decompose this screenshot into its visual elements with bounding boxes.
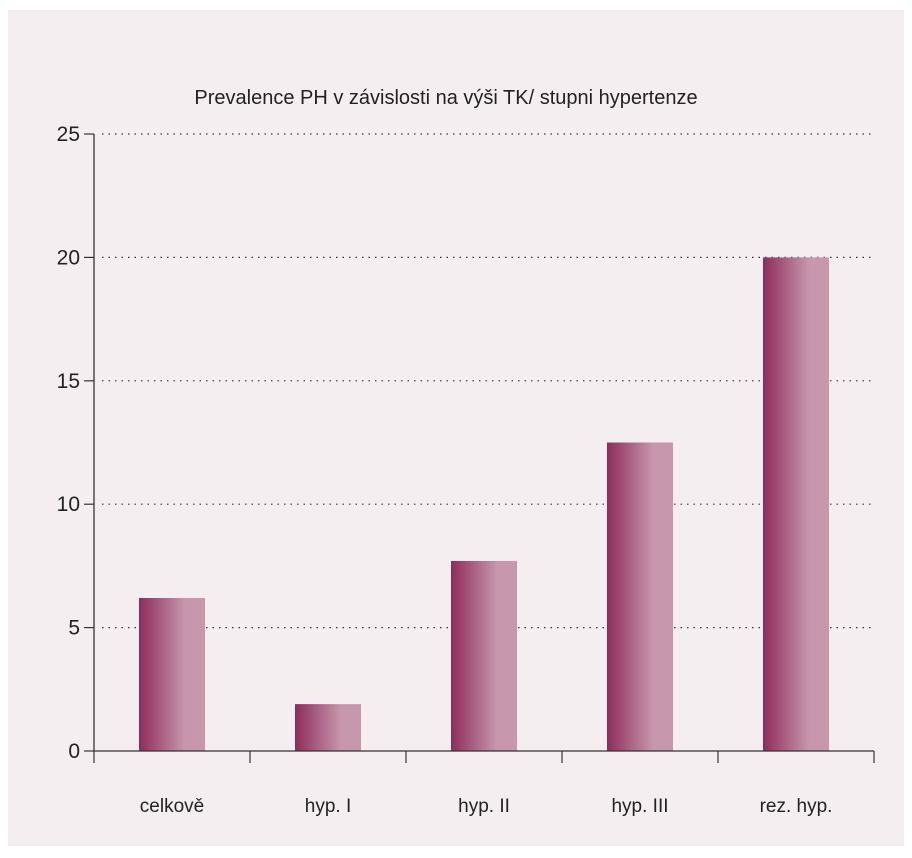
y-tick-label-15: 15 xyxy=(57,370,80,393)
x-tick-label-1: celkově xyxy=(140,796,204,817)
y-tick-label-0: 0 xyxy=(68,740,80,763)
tick-labels: 0 5 10 15 20 25 celkově hyp. I hyp. II hyp. III re… xyxy=(57,123,833,817)
y-tick-label-25: 25 xyxy=(57,123,80,146)
y-tick-label-10: 10 xyxy=(57,493,80,516)
gridlines xyxy=(102,133,874,629)
bar-3 xyxy=(451,560,517,751)
axes xyxy=(84,133,875,763)
x-tick-label-3: hyp. II xyxy=(458,796,510,817)
bar-4 xyxy=(607,442,673,751)
x-tick-label-5: rez. hyp. xyxy=(760,796,833,817)
bar-5 xyxy=(763,257,829,751)
chart-title: Prevalence PH v závislosti na výši TK/ s… xyxy=(194,87,697,109)
y-tick-label-20: 20 xyxy=(57,246,80,269)
x-tick-label-4: hyp. III xyxy=(611,796,668,817)
bar-2 xyxy=(295,704,361,751)
bar-1 xyxy=(139,597,205,751)
bars xyxy=(139,257,829,751)
x-tick-label-2: hyp. I xyxy=(305,796,351,817)
y-tick-label-5: 5 xyxy=(68,617,80,640)
